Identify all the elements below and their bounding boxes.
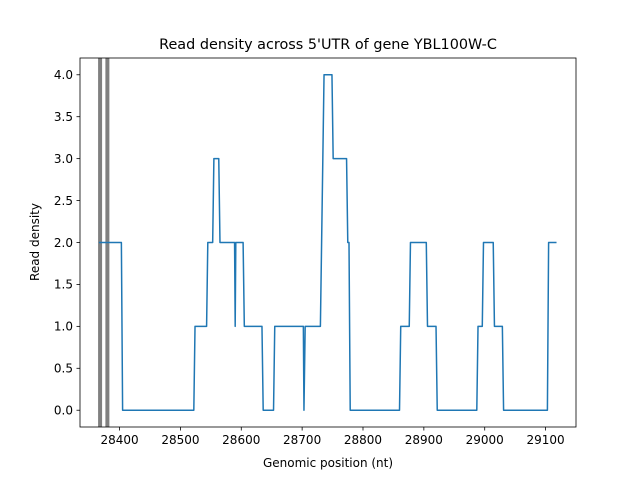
x-tick-label-0: 28400 (100, 433, 138, 447)
y-tick-label-0: 0.0 (54, 404, 73, 418)
chart-title: Read density across 5'UTR of gene YBL100… (159, 37, 497, 53)
y-tick-label-4: 2.0 (54, 236, 73, 250)
y-axis-ticks: 0.0 0.5 1.0 1.5 2.0 2.5 3.0 3.5 4.0 (54, 68, 80, 418)
y-axis-label: Read density (28, 203, 42, 281)
y-tick-label-1: 0.5 (54, 362, 73, 376)
x-tick-label-3: 28700 (283, 433, 321, 447)
y-tick-label-2: 1.0 (54, 320, 73, 334)
y-tick-label-5: 2.5 (54, 194, 73, 208)
x-tick-label-6: 29000 (466, 433, 504, 447)
plot-frame (79, 57, 577, 428)
series-group (98, 74, 557, 411)
series-line-0 (98, 74, 557, 411)
x-tick-label-1: 28500 (161, 433, 199, 447)
y-tick-label-6: 3.0 (54, 152, 73, 166)
x-axis-ticks: 28400 28500 28600 28700 28800 28900 29000 29100 (100, 427, 565, 447)
x-axis-label: Genomic position (nt) (263, 456, 393, 470)
x-tick-label-4: 28800 (344, 433, 382, 447)
x-tick-label-5: 28900 (405, 433, 443, 447)
y-tick-label-3: 1.5 (54, 278, 73, 292)
x-tick-label-7: 29100 (526, 433, 564, 447)
x-tick-label-2: 28600 (222, 433, 260, 447)
y-tick-label-8: 4.0 (54, 68, 73, 82)
y-tick-label-7: 3.5 (54, 110, 73, 124)
